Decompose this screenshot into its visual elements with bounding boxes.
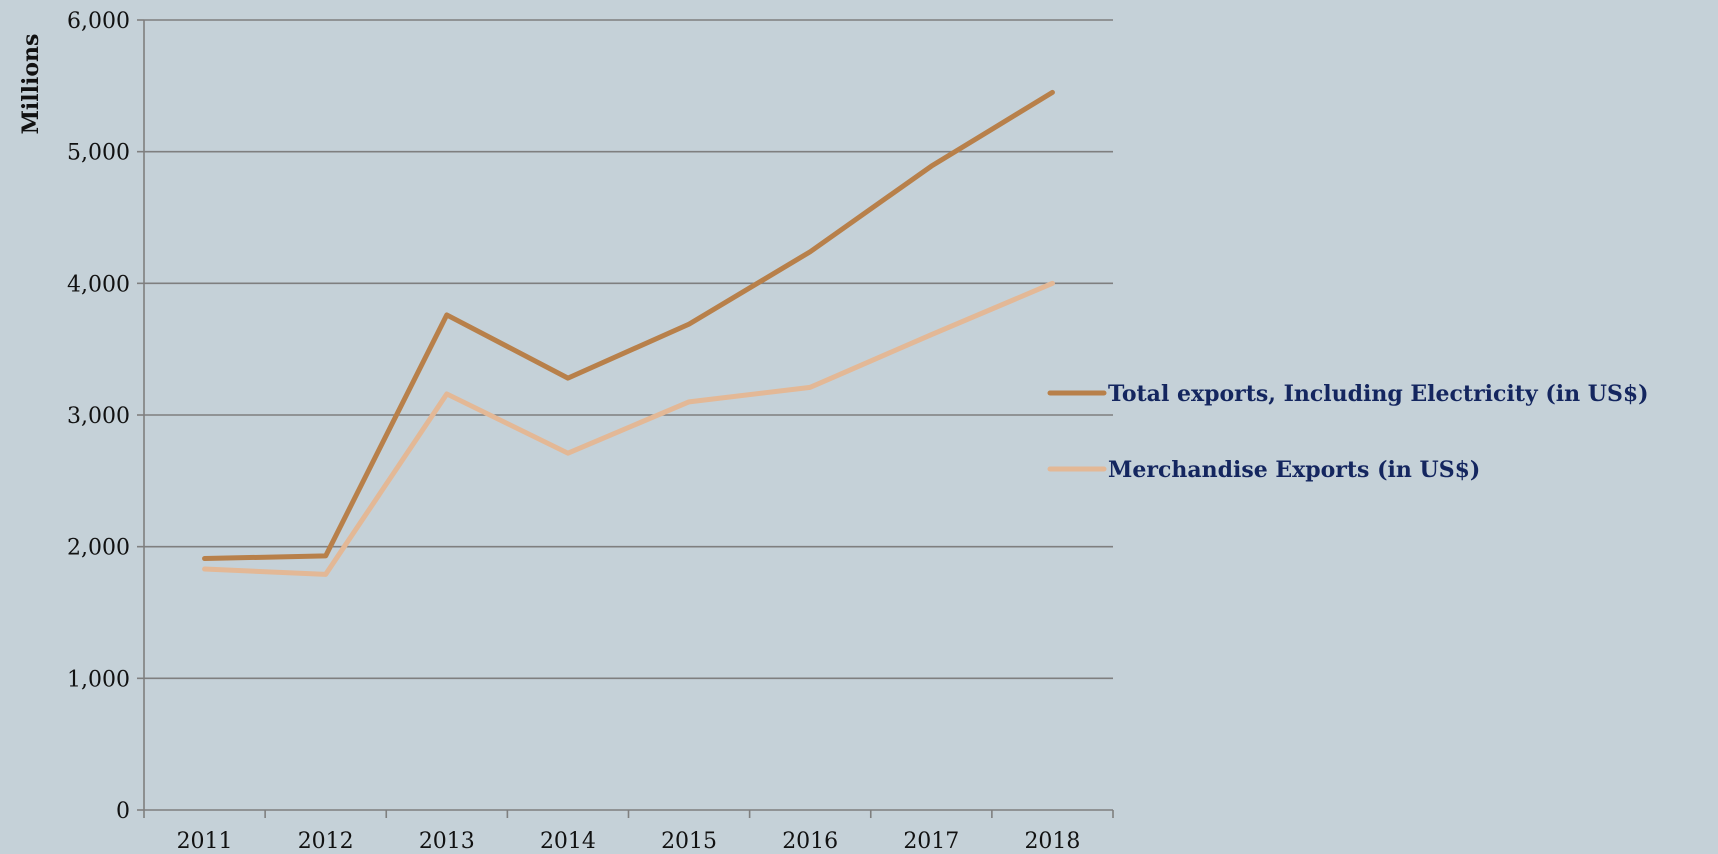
y-axis-label: Millions bbox=[18, 34, 44, 135]
gridlines bbox=[144, 19, 1113, 680]
x-tick-label: 2013 bbox=[419, 829, 475, 850]
axes bbox=[137, 19, 1114, 818]
x-tick-label: 2016 bbox=[782, 829, 838, 850]
y-tick-label: 6,000 bbox=[67, 9, 130, 34]
y-tick-label: 3,000 bbox=[67, 404, 130, 429]
x-tick-label: 2014 bbox=[540, 829, 596, 850]
y-tick-label: 2,000 bbox=[67, 536, 130, 561]
series-lines bbox=[202, 89, 1055, 577]
y-tick-label: 1,000 bbox=[67, 667, 130, 692]
x-tick-label: 2017 bbox=[903, 829, 959, 850]
x-tick-label: 2015 bbox=[661, 829, 717, 850]
x-tick-label: 2012 bbox=[298, 829, 354, 850]
legend: Total exports, Including Electricity (in… bbox=[1047, 381, 1649, 483]
y-tick-labels: 0 1,000 2,000 3,000 4,000 5,000 6,000 bbox=[67, 9, 130, 824]
y-tick-label: 5,000 bbox=[67, 141, 130, 166]
x-tick-label: 2011 bbox=[177, 829, 233, 850]
series-line-2 bbox=[202, 280, 1055, 577]
series-line-1 bbox=[202, 89, 1055, 562]
legend-label: Merchandise Exports (in US$) bbox=[1108, 457, 1480, 483]
x-tick-labels: 2011 2012 2013 2014 2015 2016 2017 2018 bbox=[177, 829, 1081, 854]
x-tick-label: 2018 bbox=[1024, 829, 1080, 850]
y-tick-label: 0 bbox=[116, 799, 130, 824]
legend-label: Total exports, Including Electricity (in… bbox=[1108, 381, 1649, 407]
y-tick-label: 4,000 bbox=[67, 272, 130, 297]
